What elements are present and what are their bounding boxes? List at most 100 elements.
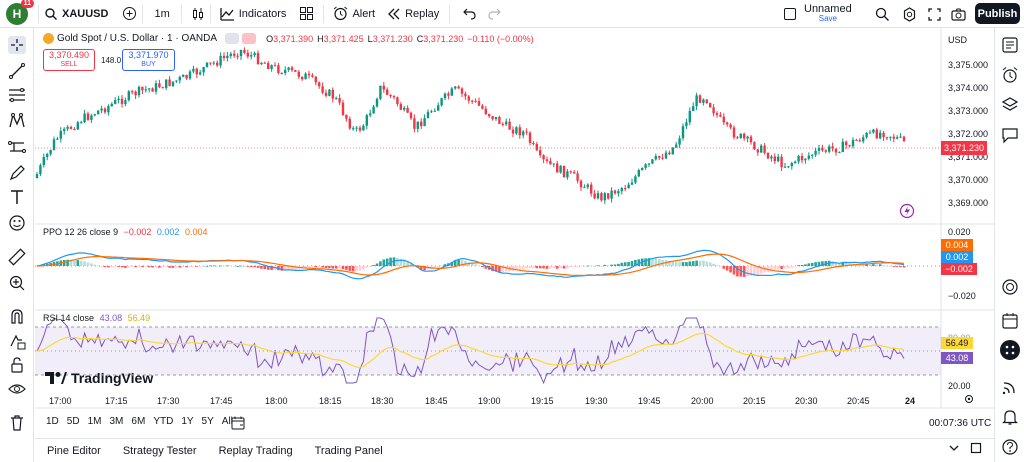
histogram-bar: [232, 266, 236, 267]
rsi-legend[interactable]: RSI 14 close 43.08 56.49: [43, 313, 150, 323]
ppo-legend[interactable]: PPO 12 26 close 9 −0.002 0.002 0.004: [43, 227, 207, 237]
legend-wave-badge[interactable]: [242, 33, 257, 44]
buy-button[interactable]: 3,371.970 BUY: [122, 49, 175, 71]
layout-name-control[interactable]: Unnamed Save: [784, 0, 852, 28]
histogram-bar: [66, 259, 69, 266]
histogram-bar: [617, 263, 620, 266]
chart-type-button[interactable]: [191, 0, 205, 28]
compare-symbol-button[interactable]: [122, 0, 137, 28]
watchlist-icon[interactable]: [1001, 36, 1019, 54]
alert-button[interactable]: Alert: [333, 0, 375, 28]
interval-button[interactable]: 1m: [154, 7, 170, 20]
candle-body: [386, 89, 389, 95]
utc-clock[interactable]: 00:07:36 UTC: [929, 418, 992, 429]
chat-icon[interactable]: [1001, 126, 1019, 144]
histogram-bar: [229, 265, 233, 267]
timeframe-button[interactable]: 5Y: [201, 416, 214, 427]
histogram-bar: [141, 266, 144, 268]
histogram-bar: [147, 266, 151, 268]
fib-retracement-icon[interactable]: [8, 86, 26, 104]
candle-body: [284, 69, 287, 74]
histogram-bar: [103, 266, 107, 268]
eye-icon[interactable]: [8, 380, 26, 398]
target-icon[interactable]: [1001, 278, 1019, 296]
currency-label[interactable]: USD: [948, 35, 968, 45]
lock-drawing-icon[interactable]: [8, 332, 26, 350]
fullscreen-button[interactable]: [928, 0, 941, 28]
zoom-in-icon[interactable]: [8, 274, 26, 292]
help-icon[interactable]: [1001, 438, 1019, 456]
broadcast-icon[interactable]: [1001, 378, 1019, 396]
lightning-icon[interactable]: [899, 203, 915, 219]
timeframe-button[interactable]: 6M: [131, 416, 146, 427]
layouts-button[interactable]: [300, 0, 314, 28]
lock-icon[interactable]: [8, 356, 26, 374]
symbol-legend[interactable]: Gold Spot / U.S. Dollar · 1 · OANDA O 3,3…: [43, 33, 534, 44]
candle-body: [73, 128, 76, 130]
forecasting-tool-icon[interactable]: [8, 138, 26, 156]
emoji-icon[interactable]: [8, 214, 26, 232]
bottom-tab[interactable]: Pine Editor: [47, 444, 101, 457]
chart-area[interactable]: USD 3,375.000 3,374.000 3,373.000 3,372.000…: [35, 28, 994, 438]
symbol-search-button[interactable]: XAUUSD: [44, 0, 108, 28]
alert-label: Alert: [352, 7, 376, 20]
layers-icon[interactable]: [1001, 96, 1019, 114]
trend-line-icon[interactable]: [8, 62, 26, 80]
bottom-tab[interactable]: Strategy Tester: [122, 444, 197, 457]
time-axis-settings-icon[interactable]: [964, 394, 974, 404]
publish-button[interactable]: Publish: [975, 3, 1020, 24]
histogram-bar: [188, 266, 192, 267]
tradingview-watermark[interactable]: TradingView: [45, 370, 153, 386]
histogram-bar: [365, 266, 369, 268]
user-avatar[interactable]: H 11: [6, 0, 34, 25]
candle-body: [794, 161, 797, 164]
sell-button[interactable]: 3,370.490 SELL: [43, 49, 95, 71]
pattern-tool-icon[interactable]: [8, 112, 26, 130]
candle-body: [838, 152, 841, 154]
date-range-icon[interactable]: [231, 416, 245, 430]
quick-search-button[interactable]: [875, 0, 890, 28]
brush-icon[interactable]: [8, 164, 26, 182]
ruler-icon[interactable]: [8, 248, 26, 266]
rsi-value: 43.08: [99, 313, 123, 323]
timeframe-button[interactable]: YTD: [153, 416, 174, 427]
trash-icon[interactable]: [8, 414, 26, 432]
timeframe-button[interactable]: All: [221, 416, 233, 427]
bottom-tab[interactable]: Trading Panel: [314, 444, 383, 457]
text-tool-icon[interactable]: [8, 188, 26, 206]
timeframe-button[interactable]: 5D: [66, 416, 80, 427]
replay-button[interactable]: Replay: [387, 0, 439, 28]
snapshot-button[interactable]: [951, 0, 966, 28]
timeframe-button[interactable]: 1M: [87, 416, 102, 427]
legend-eye-badge[interactable]: [225, 33, 240, 44]
histogram-bar: [178, 266, 182, 268]
chevron-down-icon[interactable]: [948, 442, 960, 454]
bottom-tab[interactable]: Replay Trading: [218, 444, 293, 457]
redo-button[interactable]: [488, 0, 502, 28]
histogram-bar: [83, 261, 86, 266]
timeframe-button[interactable]: 3M: [109, 416, 124, 427]
candle-body: [399, 104, 402, 110]
bell-icon[interactable]: [1001, 408, 1019, 426]
timeframe-button[interactable]: 1Y: [181, 416, 194, 427]
crosshair-icon[interactable]: [8, 36, 26, 54]
histogram-bar: [215, 265, 219, 267]
histogram-bar: [144, 266, 148, 267]
indicators-button[interactable]: Indicators: [220, 0, 286, 28]
calendar-icon[interactable]: [1001, 312, 1019, 330]
candle-body: [39, 165, 42, 175]
more-dots-icon[interactable]: [1000, 340, 1020, 360]
timeframe-button[interactable]: 1D: [46, 416, 59, 427]
maximize-icon[interactable]: [970, 442, 982, 454]
histogram-bar: [175, 266, 178, 268]
candle-body: [277, 65, 280, 73]
settings-button[interactable]: [902, 0, 917, 28]
candle-body: [566, 171, 569, 178]
magnet-icon[interactable]: [8, 308, 26, 326]
chart-canvas[interactable]: [35, 28, 994, 438]
candle-body: [267, 63, 270, 70]
undo-button[interactable]: [463, 0, 476, 28]
histogram-bar: [324, 266, 328, 269]
candle-body: [651, 159, 654, 164]
alerts-clock-icon[interactable]: [1001, 66, 1019, 84]
